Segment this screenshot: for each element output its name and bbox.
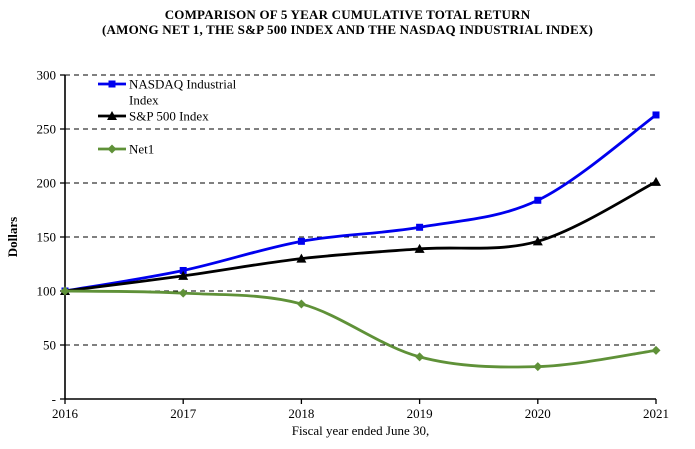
- series-0-point-2020: [534, 196, 542, 204]
- y-tick-label-300: 300: [37, 68, 57, 83]
- x-tick-label-2016: 2016: [52, 406, 79, 421]
- x-tick-label-2017: 2017: [170, 406, 197, 421]
- legend-marker-2: [107, 144, 117, 154]
- legend-marker-1: [107, 111, 117, 120]
- chart-title: COMPARISON OF 5 YEAR CUMULATIVE TOTAL RE…: [0, 7, 695, 37]
- legend-marker-0: [108, 80, 116, 88]
- series-1-point-2019: [414, 243, 425, 253]
- y-tick-label-100: 100: [37, 284, 57, 299]
- series-2-point-2019: [415, 352, 425, 362]
- x-tick-label-2019: 2019: [407, 406, 433, 421]
- series-1-point-2017: [178, 270, 189, 280]
- x-tick-label-2018: 2018: [288, 406, 314, 421]
- x-tick-label-2020: 2020: [525, 406, 551, 421]
- series-0-point-2017: [179, 266, 187, 274]
- chart-title-line2: (AMONG NET 1, THE S&P 500 INDEX AND THE …: [102, 22, 593, 37]
- legend-label-0-line1: Index: [129, 93, 159, 108]
- y-tick-label-250: 250: [37, 122, 57, 137]
- x-tick-label-2021: 2021: [643, 406, 669, 421]
- y-tick-label-150: 150: [37, 230, 57, 245]
- series-1-point-2018: [296, 253, 307, 263]
- x-axis-title: Fiscal year ended June 30,: [292, 423, 430, 438]
- series-2-point-2017: [178, 288, 188, 298]
- series-0-point-2021: [652, 111, 660, 119]
- series-0-point-2019: [416, 223, 424, 231]
- y-tick-label-50: 50: [43, 338, 56, 353]
- y-tick-label-0: -: [52, 392, 56, 407]
- series-line-2: [64, 289, 657, 369]
- y-axis-title: Dollars: [5, 217, 20, 257]
- series-line-0: [64, 113, 657, 293]
- legend-label-0-line0: NASDAQ Industrial: [129, 77, 237, 92]
- series-2-point-2020: [533, 362, 543, 372]
- series-2-point-2021: [651, 345, 661, 355]
- series-1-point-2020: [532, 236, 543, 246]
- series-line-1: [64, 180, 657, 293]
- y-tick-label-200: 200: [37, 176, 57, 191]
- series-2-point-2016: [60, 286, 70, 296]
- legend-label-2-line0: Net1: [129, 142, 154, 157]
- legend-label-1-line0: S&P 500 Index: [129, 109, 209, 124]
- series-2-point-2018: [296, 299, 306, 309]
- chart-title-line1: COMPARISON OF 5 YEAR CUMULATIVE TOTAL RE…: [164, 7, 531, 22]
- series-1-point-2021: [651, 176, 661, 186]
- series-0-point-2018: [297, 237, 305, 245]
